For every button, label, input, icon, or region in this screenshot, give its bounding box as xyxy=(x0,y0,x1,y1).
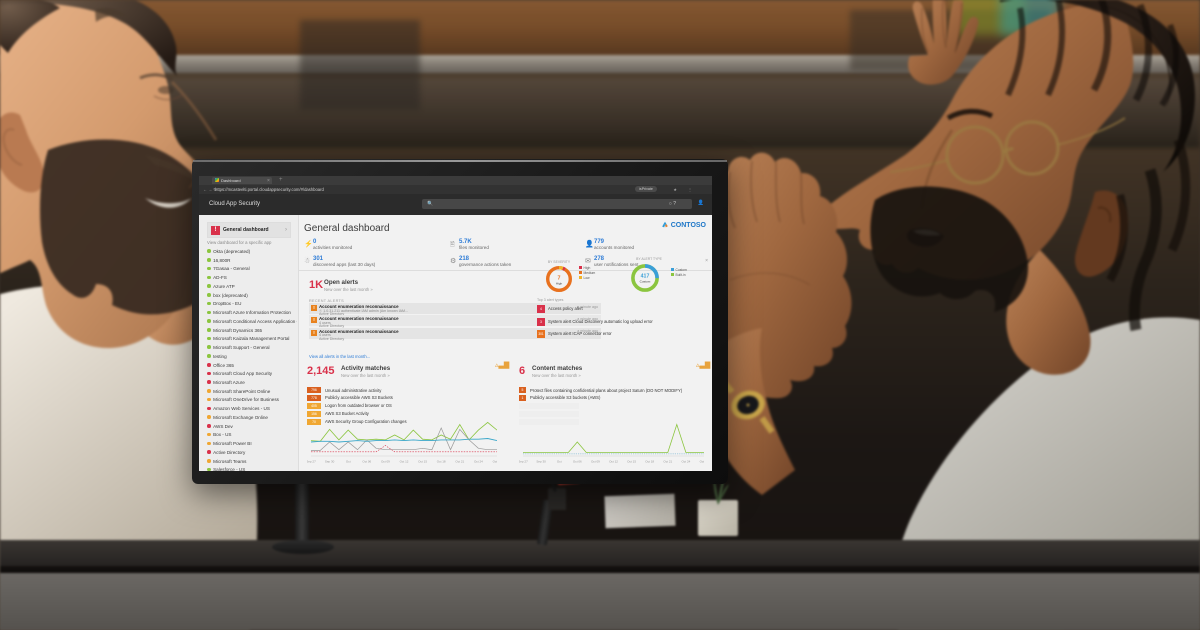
svg-text:Oct 18: Oct 18 xyxy=(437,460,446,464)
svg-text:Oct 24: Oct 24 xyxy=(474,460,483,464)
svg-text:Oct 27: Oct 27 xyxy=(493,460,497,464)
svg-text:Oct 06: Oct 06 xyxy=(573,460,582,464)
svg-text:Custom: Custom xyxy=(640,280,651,284)
svg-text:Oct 21: Oct 21 xyxy=(455,460,464,464)
svg-text:Oct 15: Oct 15 xyxy=(418,460,427,464)
svg-text:Oct 21: Oct 21 xyxy=(663,460,672,464)
svg-text:Oct 27: Oct 27 xyxy=(700,460,704,464)
svg-text:Sep 30: Sep 30 xyxy=(325,460,335,464)
svg-text:Oct 15: Oct 15 xyxy=(627,460,636,464)
svg-text:Oct 06: Oct 06 xyxy=(362,460,371,464)
svg-text:Oct 09: Oct 09 xyxy=(591,460,600,464)
svg-text:Sep 30: Sep 30 xyxy=(536,460,546,464)
svg-text:Oct 24: Oct 24 xyxy=(681,460,690,464)
svg-text:Sep 27: Sep 27 xyxy=(519,460,528,464)
svg-text:Oct 12: Oct 12 xyxy=(400,460,409,464)
svg-text:Oct 09: Oct 09 xyxy=(381,460,390,464)
svg-text:High: High xyxy=(556,282,563,286)
svg-text:Oct: Oct xyxy=(346,460,351,464)
svg-text:Oct: Oct xyxy=(557,460,562,464)
svg-text:Oct 18: Oct 18 xyxy=(645,460,654,464)
svg-text:Sep 27: Sep 27 xyxy=(307,460,316,464)
svg-text:Oct 12: Oct 12 xyxy=(609,460,618,464)
